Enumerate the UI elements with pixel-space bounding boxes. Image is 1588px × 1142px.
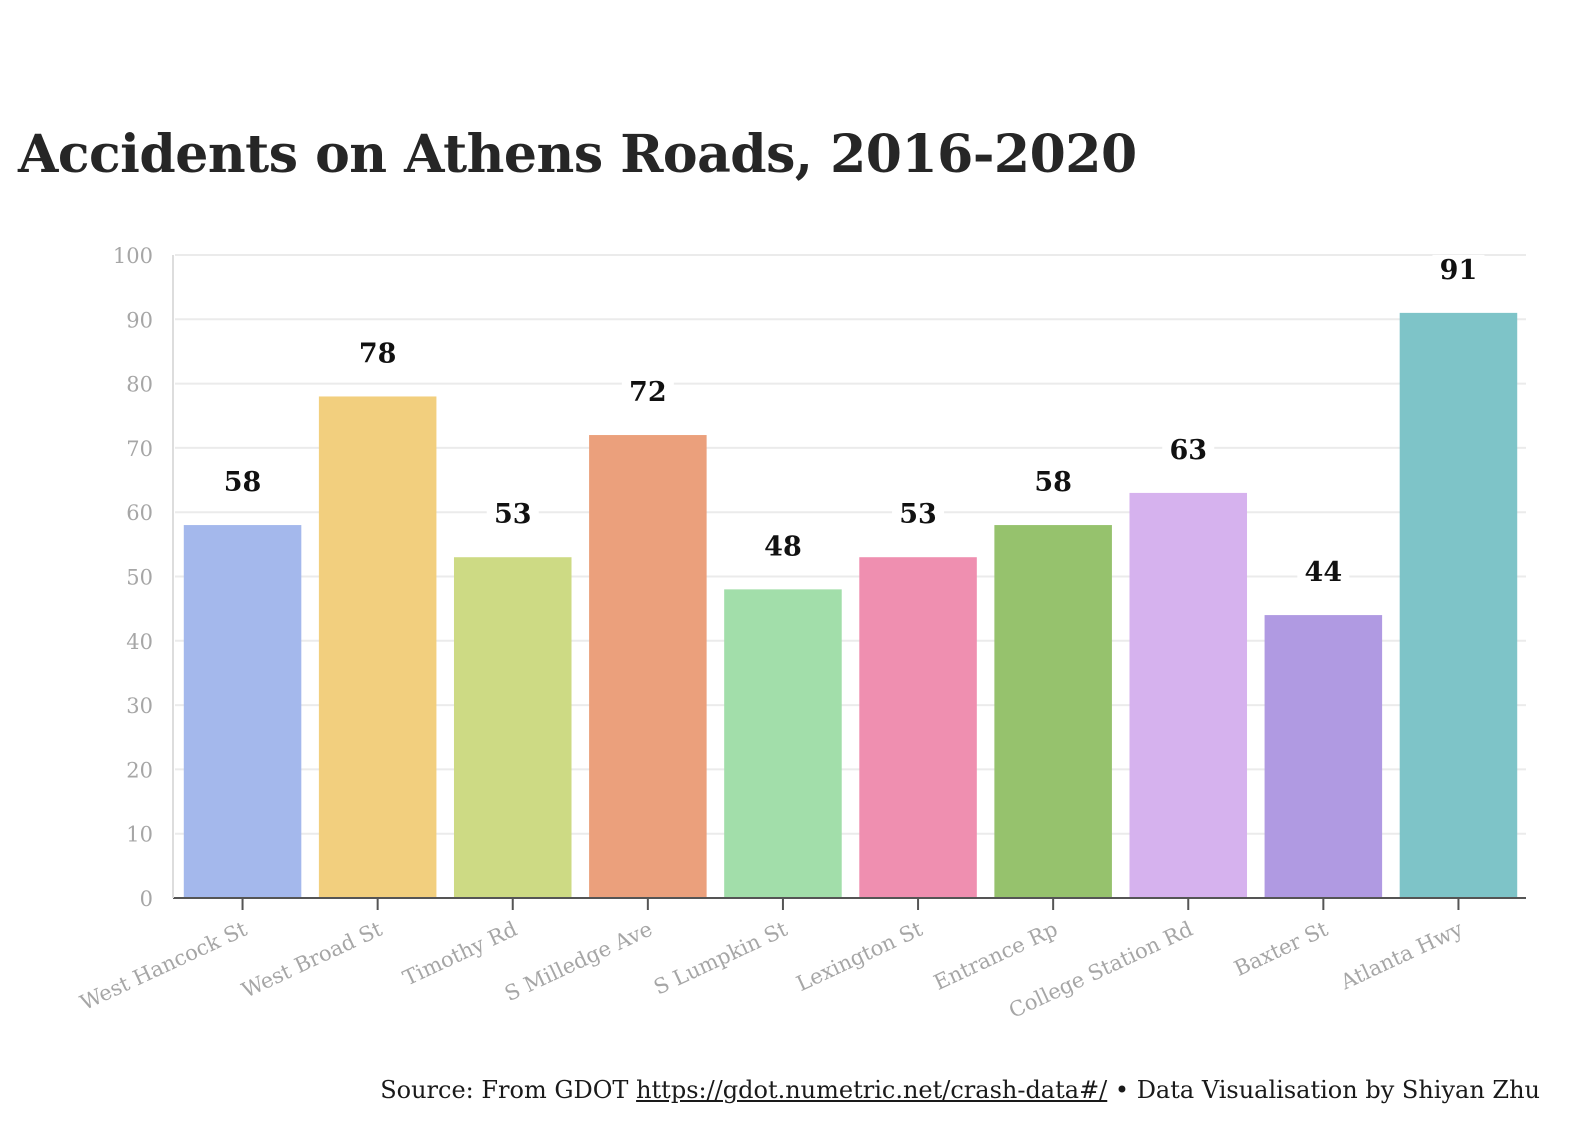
bar: [589, 435, 707, 898]
source-link[interactable]: https://gdot.numetric.net/crash-data#/: [636, 1076, 1108, 1104]
bar-value-label: 58: [224, 467, 262, 498]
x-tick-label: S Lumpkin St: [650, 917, 791, 1000]
bar-value-label: 53: [494, 499, 532, 530]
y-tick-label: 70: [126, 437, 153, 461]
source-prefix: Source: From GDOT: [380, 1076, 629, 1104]
bar-value-label: 63: [1169, 435, 1207, 466]
y-tick-label: 10: [126, 823, 153, 847]
y-tick-label: 60: [126, 501, 153, 525]
x-tick-label: Baxter St: [1231, 917, 1332, 981]
x-tick-label: Atlanta Hwy: [1336, 917, 1467, 995]
value-label-background: [1297, 557, 1350, 590]
value-label-background: [1162, 434, 1215, 467]
bar-value-labels: 58 78 53 72 48 53 58 63 44 91: [216, 254, 1485, 590]
y-tick-label: 100: [113, 244, 153, 268]
bar-value-label: 78: [359, 338, 397, 369]
value-label-background: [892, 499, 945, 532]
x-tick-label: Lexington St: [793, 917, 927, 996]
value-label-background: [756, 531, 809, 564]
bar-value-label: 53: [899, 499, 937, 530]
value-label-background: [1432, 254, 1485, 287]
value-label-background: [1027, 467, 1080, 500]
y-tick-label: 90: [126, 308, 153, 332]
bars: [183, 312, 1518, 898]
bar-value-label: 44: [1305, 557, 1343, 588]
bar: [994, 525, 1112, 898]
credit-text: • Data Visualisation by Shiyan Zhu: [1114, 1076, 1540, 1104]
axes: [172, 255, 1526, 910]
y-tick-label: 50: [126, 566, 153, 590]
bar-value-label: 91: [1440, 255, 1478, 286]
x-tick-label: West Hancock St: [77, 917, 252, 1015]
bar: [1129, 492, 1248, 898]
bar-value-label: 48: [764, 531, 802, 562]
bar-value-label: 58: [1034, 467, 1072, 498]
bar: [1399, 312, 1518, 898]
bar: [318, 396, 437, 898]
y-axis-tick-labels: 0 10 20 30 40 50 60 70 80 90 100: [113, 244, 153, 911]
x-tick-label: West Broad St: [238, 917, 386, 1003]
chart-title: Accidents on Athens Roads, 2016-2020: [18, 124, 1137, 185]
value-label-background: [621, 377, 674, 410]
source-caption: Source: From GDOT https://gdot.numetric.…: [380, 1076, 1540, 1104]
y-tick-label: 0: [140, 887, 153, 911]
x-tick-label: Timothy Rd: [399, 917, 521, 991]
bar: [859, 557, 977, 898]
y-tick-label: 80: [126, 373, 153, 397]
value-label-background: [216, 467, 269, 500]
x-tick-label: S Milledge Ave: [501, 917, 656, 1006]
bar: [183, 525, 302, 898]
y-tick-label: 30: [126, 694, 153, 718]
y-tick-label: 20: [126, 758, 153, 782]
bar-value-label: 72: [629, 377, 667, 408]
value-label-background: [351, 338, 404, 371]
bar: [1264, 615, 1383, 898]
bar: [453, 557, 572, 898]
value-label-background: [486, 499, 539, 532]
y-tick-label: 40: [126, 630, 153, 654]
bar: [724, 589, 842, 898]
